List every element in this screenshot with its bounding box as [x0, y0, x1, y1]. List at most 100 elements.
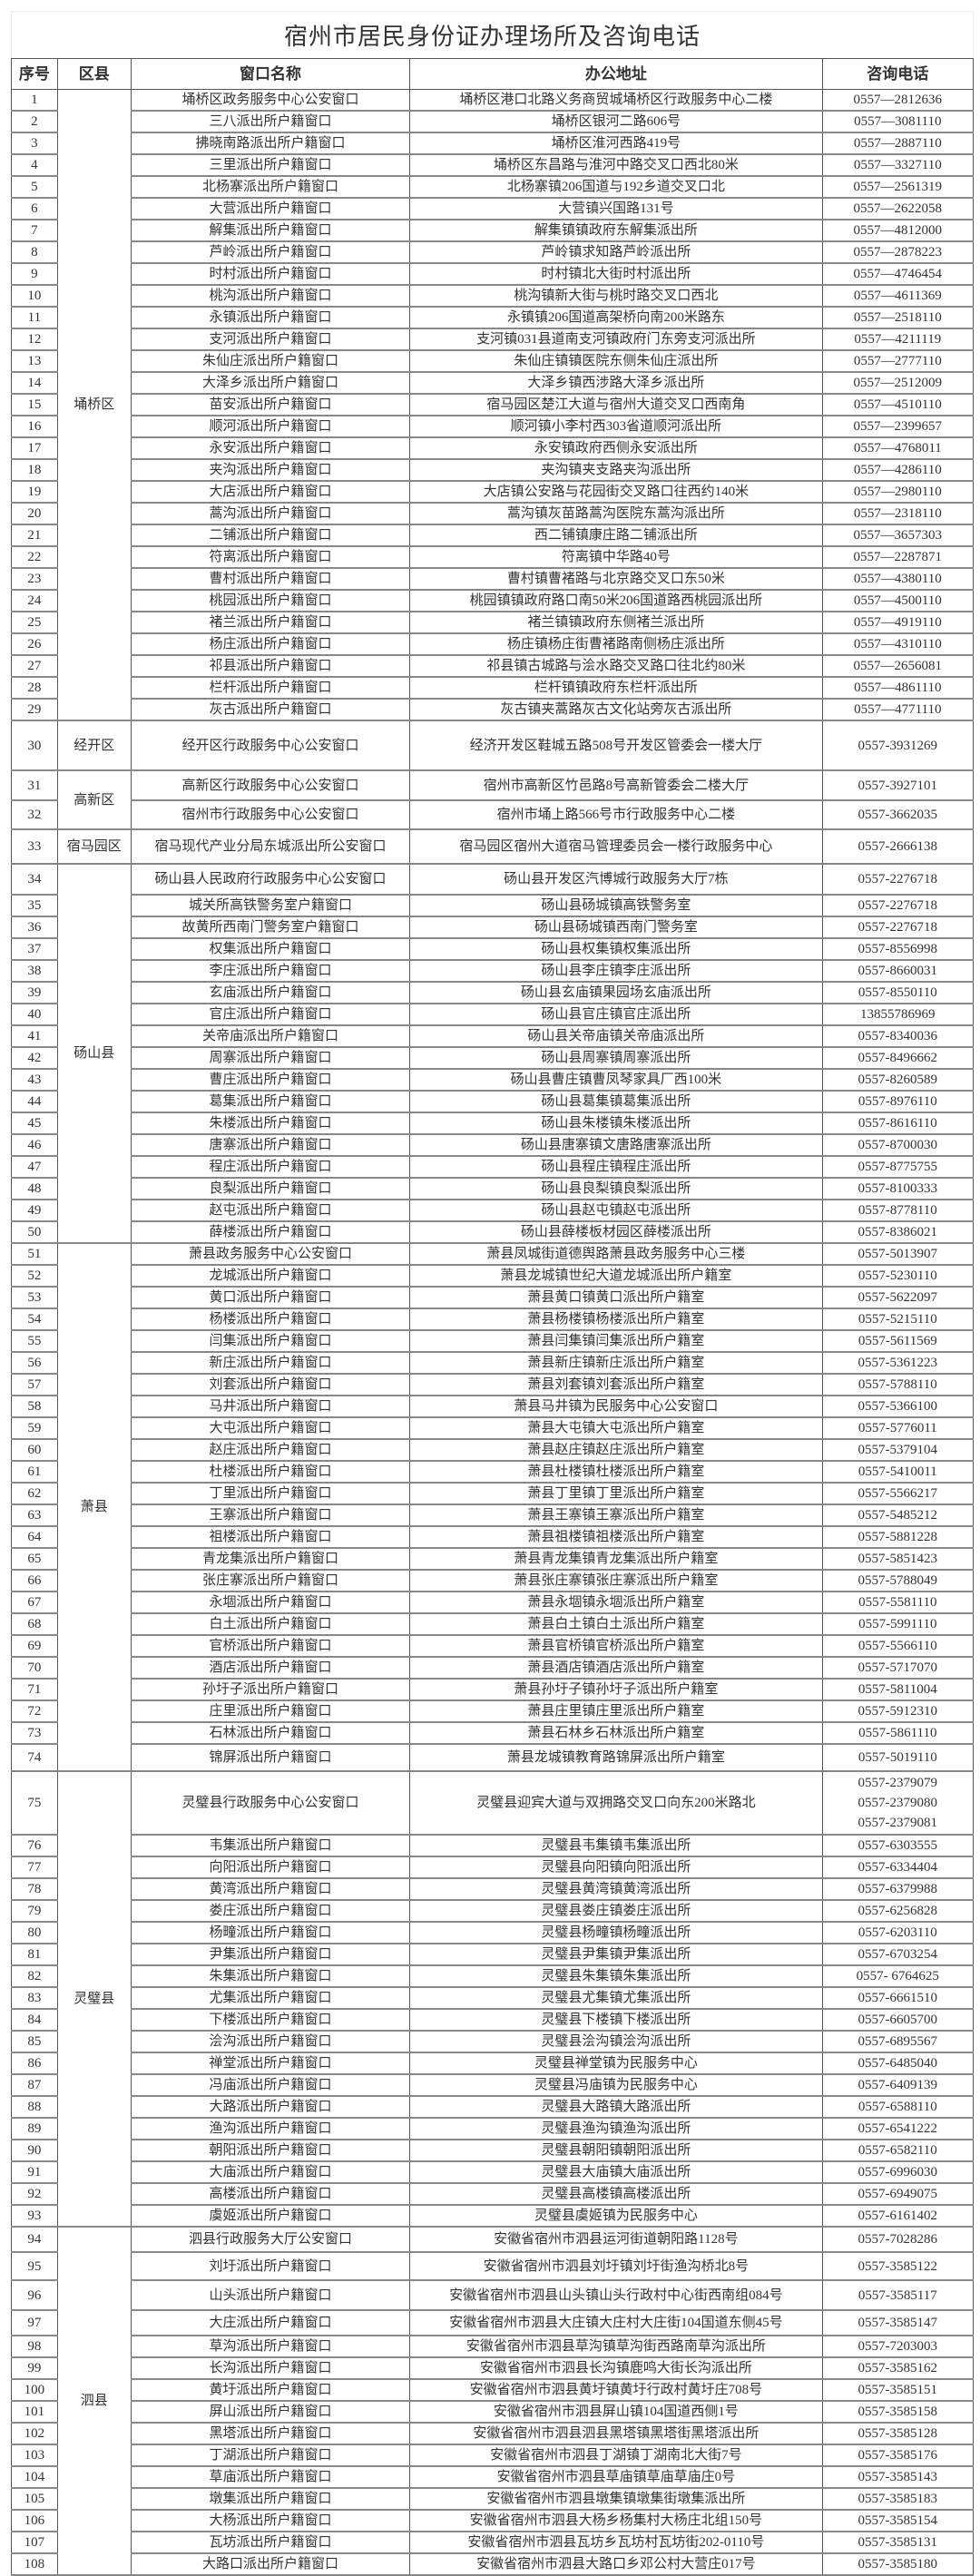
window-name: 砀山县人民政府行政服务中心公安窗口 [130, 863, 411, 896]
row-number: 7 [11, 219, 58, 242]
district-cell: 埇桥区 [56, 89, 132, 721]
phone-number: 0557—3081110 [854, 114, 942, 129]
window-name: 杨楼派出所户籍窗口 [130, 1308, 411, 1331]
office-address: 萧县祖楼镇祖楼派出所户籍室 [409, 1525, 823, 1549]
phone-cell: 0557-6588110 [821, 2095, 975, 2119]
window-name: 下楼派出所户籍窗口 [130, 2008, 411, 2032]
table-row: 55 闫集派出所户籍窗口 萧县闫集镇闫集派出所户籍室 0557-5611569 [11, 1329, 975, 1353]
table-row: 6 大营派出所户籍窗口 大营镇兴国路131号 0557—2622058 [11, 197, 975, 220]
phone-cell: 0557-3585162 [821, 2356, 975, 2380]
phone-number: 0557-5622097 [858, 1290, 938, 1305]
table-row: 84 下楼派出所户籍窗口 灵璧县下楼镇下楼派出所 0557-6605700 [11, 2008, 975, 2032]
office-address: 萧县庄里镇庄里派出所户籍室 [409, 1699, 823, 1723]
row-number: 78 [11, 1877, 58, 1901]
row-number: 6 [11, 197, 58, 220]
table-row: 104 草庙派出所户籍窗口 安徽省宿州市泗县草庙镇草庙草庙庄0号 0557-35851… [11, 2465, 975, 2489]
window-name: 栏杆派出所户籍窗口 [130, 676, 411, 700]
office-address: 顺河镇小李村西303省道顺河派出所 [409, 415, 823, 438]
row-number: 9 [11, 262, 58, 286]
phone-number: 0557-7203003 [858, 2339, 938, 2354]
office-address: 灵璧县下楼镇下楼派出所 [409, 2008, 823, 2032]
table-row: 47 程庄派出所户籍窗口 砀山县程庄镇程庄派出所 0557-8775755 [11, 1155, 975, 1179]
window-name: 程庄派出所户籍窗口 [130, 1155, 411, 1179]
row-number: 34 [11, 863, 58, 896]
table-row: 59 大屯派出所户籍窗口 萧县大屯镇大屯派出所户籍室 0557-5776011 [11, 1416, 975, 1440]
phone-number: 0557—4211119 [854, 332, 942, 347]
phone-number: 0557-5366100 [858, 1399, 938, 1414]
phone-number: 0557-5566110 [858, 1639, 937, 1653]
table-row: 87 冯庙派出所户籍窗口 灵璧县冯庙镇为民服务中心 0557-6409139 [11, 2073, 975, 2097]
table-row: 66 张庄寨派出所户籍窗口 萧县张庄寨镇张庄寨派出所户籍室 0557-5788049 [11, 1569, 975, 1592]
table-row: 12 支河派出所户籍窗口 支河镇031县道南支河镇政府门东旁支河派出所 0557—42… [11, 328, 975, 351]
window-name: 尹集派出所户籍窗口 [130, 1943, 411, 1966]
phone-cell: 0557-2666138 [821, 828, 975, 865]
window-name: 赵屯派出所户籍窗口 [130, 1199, 411, 1222]
row-number: 92 [11, 2182, 58, 2206]
row-number: 100 [11, 2378, 58, 2402]
office-address: 灵璧县尤集镇尤集派出所 [409, 1986, 823, 2010]
phone-number: 0557—4861110 [854, 681, 942, 695]
phone-cell: 0557-8556998 [821, 937, 975, 961]
office-address: 砀山县良梨镇良梨派出所 [409, 1177, 823, 1200]
row-number: 44 [11, 1090, 58, 1113]
office-address: 砀山县葛集镇葛集派出所 [409, 1090, 823, 1113]
table-row: 72 庄里派出所户籍窗口 萧县庄里镇庄里派出所户籍室 0557-5912310 [11, 1699, 975, 1723]
row-number: 104 [11, 2465, 58, 2489]
row-number: 96 [11, 2279, 58, 2311]
window-name: 埇桥区政务服务中心公安窗口 [130, 89, 411, 112]
office-address: 灵璧县渔沟镇渔沟派出所 [409, 2117, 823, 2140]
office-address: 砀山县砀城镇西南门警务室 [409, 916, 823, 939]
table-row: 13 朱仙庄派出所户籍窗口 朱仙庄镇镇医院东侧朱仙庄派出所 0557—2777110 [11, 349, 975, 373]
phone-cell: 0557—2399657 [821, 415, 975, 438]
table-row: 7 解集派出所户籍窗口 解集镇镇政府东解集派出所 0557—4812000 [11, 219, 975, 242]
phone-cell: 0557-3662035 [821, 799, 975, 830]
window-name: 大杨派出所户籍窗口 [130, 2509, 411, 2532]
phone-number: 0557—3657303 [853, 528, 943, 543]
office-address: 萧县龙城镇教育路锦屏派出所户籍室 [409, 1743, 823, 1772]
row-number: 89 [11, 2117, 58, 2140]
window-name: 朝阳派出所户籍窗口 [130, 2139, 411, 2162]
phone-number: 0557-6203110 [858, 1925, 937, 1940]
window-name: 赵庄派出所户籍窗口 [130, 1438, 411, 1462]
row-number: 38 [11, 959, 58, 983]
table-row: 27 祁县派出所户籍窗口 祁县镇古城路与浍水路交叉路口往北约80米 0557—2656… [11, 654, 975, 678]
window-name: 褚兰派出所户籍窗口 [130, 611, 411, 634]
table-row: 81 尹集派出所户籍窗口 灵璧县尹集镇尹集派出所 0557-6703254 [11, 1943, 975, 1966]
window-name: 向阳派出所户籍窗口 [130, 1856, 411, 1879]
phone-cell: 0557-5991110 [821, 1612, 975, 1636]
phone-number: 0557-5013907 [858, 1247, 938, 1261]
office-address: 宿马园区楚江大道与宿州大道交叉口西南角 [409, 393, 823, 416]
phone-cell: 0557-5366100 [821, 1395, 975, 1418]
window-name: 关帝庙派出所户籍窗口 [130, 1024, 411, 1048]
window-name: 朱集派出所户籍窗口 [130, 1964, 411, 1988]
table-header-row: 序号 区县 窗口名称 办公地址 咨询电话 [11, 58, 975, 90]
office-address: 砀山县程庄镇程庄派出所 [409, 1155, 823, 1179]
row-number: 17 [11, 436, 58, 460]
phone-number: 0557—4380110 [853, 572, 942, 586]
window-name: 王寨派出所户籍窗口 [130, 1503, 411, 1527]
phone-number: 0557—4310110 [853, 637, 942, 651]
phone-cell: 13855786969 [821, 1003, 975, 1026]
phone-number: 0557-5581110 [858, 1595, 937, 1610]
row-number: 54 [11, 1308, 58, 1331]
office-address: 砀山县唐寨镇文唐路唐寨派出所 [409, 1133, 823, 1157]
phone-cell: 0557-6485040 [821, 2052, 975, 2075]
phone-number: 0557-2276718 [858, 920, 938, 935]
phone-number: 0557-6541222 [858, 2121, 938, 2136]
window-name: 萧县政务服务中心公安窗口 [130, 1242, 411, 1266]
phone-cell: 0557- 6764625 [821, 1964, 975, 1988]
table-row: 50 薛楼派出所户籍窗口 砀山县薛楼板材园区薛楼派出所 0557-8386021 [11, 1220, 975, 1244]
phone-cell: 0557—2287871 [821, 545, 975, 569]
office-address: 砀山县曹庄镇曹凤琴家具厂西100米 [409, 1068, 823, 1092]
phone-cell: 0557—3327110 [821, 153, 975, 177]
table-row: 92 高楼派出所户籍窗口 灵璧县高楼镇高楼派出所 0557-6949075 [11, 2182, 975, 2206]
window-name: 灵璧县行政服务中心公安窗口 [130, 1770, 411, 1836]
row-number: 33 [11, 828, 58, 865]
phone-cell: 0557—2980110 [821, 480, 975, 504]
window-name: 故黄所西南门警务室户籍窗口 [130, 916, 411, 939]
phone-cell: 0557-5230110 [821, 1264, 975, 1288]
phone-number: 0557-8976110 [858, 1094, 937, 1109]
window-name: 山头派出所户籍窗口 [130, 2279, 411, 2311]
office-address: 灵璧县黄湾镇黄湾派出所 [409, 1877, 823, 1901]
office-address: 萧县新庄镇新庄派出所户籍室 [409, 1351, 823, 1375]
